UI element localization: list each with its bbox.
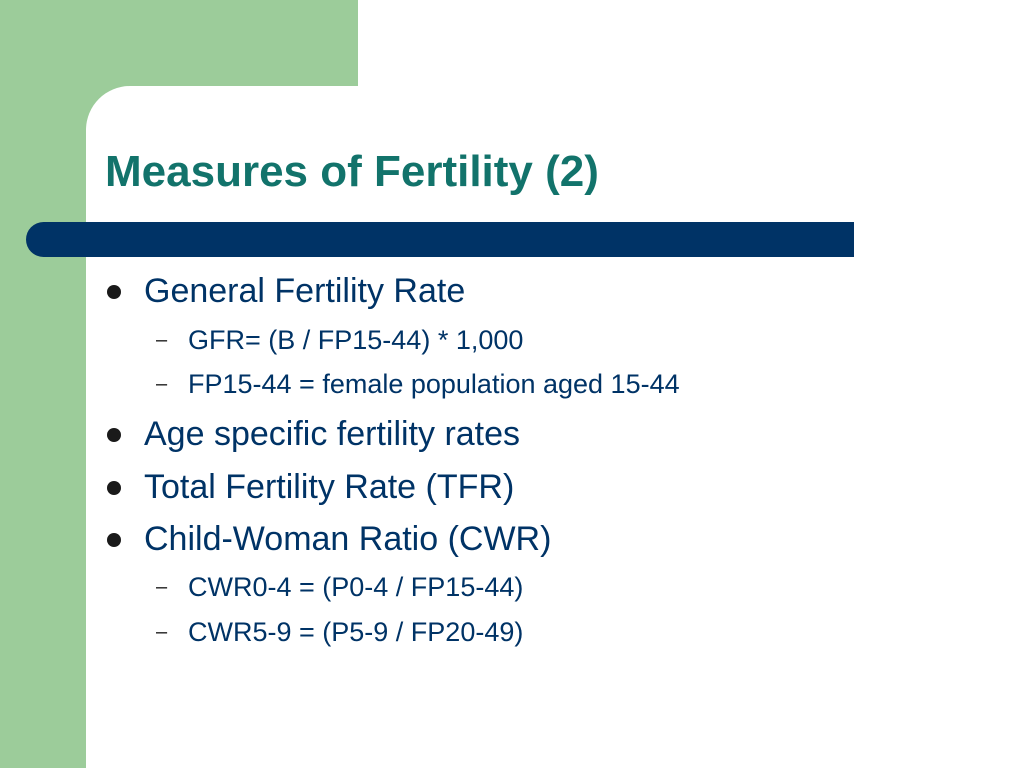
bullet-dot-icon <box>107 481 121 495</box>
title-rule-bar <box>26 222 854 257</box>
bullet-dot-icon <box>107 285 121 299</box>
bullet-dot-icon <box>107 428 121 442</box>
dash-icon: – <box>156 576 168 598</box>
bullet-dot-icon <box>107 533 121 547</box>
sub-bullet-item: – GFR= (B / FP15-44) * 1,000 <box>156 324 524 356</box>
sub-bullet-item: – CWR0-4 = (P0-4 / FP15-44) <box>156 571 524 603</box>
bullet-text: Total Fertility Rate (TFR) <box>144 468 515 506</box>
bullet-text: Child-Woman Ratio (CWR) <box>144 520 552 558</box>
bullet-text: Age specific fertility rates <box>144 415 521 453</box>
dash-icon: – <box>156 329 168 351</box>
top-green-block <box>0 0 358 86</box>
bullet-text: General Fertility Rate <box>144 272 466 310</box>
sub-bullet-text: CWR0-4 = (P0-4 / FP15-44) <box>188 572 524 602</box>
sub-bullet-text: FP15-44 = female population aged 15-44 <box>188 369 680 399</box>
bullet-item: General Fertility Rate <box>107 271 466 311</box>
bullet-item: Child-Woman Ratio (CWR) <box>107 519 552 559</box>
bullet-item: Age specific fertility rates <box>107 414 521 454</box>
sub-bullet-text: GFR= (B / FP15-44) * 1,000 <box>188 325 524 355</box>
left-green-band <box>0 0 86 768</box>
dash-icon: – <box>156 373 168 395</box>
sub-bullet-item: – FP15-44 = female population aged 15-44 <box>156 368 680 400</box>
sub-bullet-item: – CWR5-9 = (P5-9 / FP20-49) <box>156 616 524 648</box>
sub-bullet-text: CWR5-9 = (P5-9 / FP20-49) <box>188 617 524 647</box>
dash-icon: – <box>156 621 168 643</box>
bullet-item: Total Fertility Rate (TFR) <box>107 467 515 507</box>
slide-title: Measures of Fertility (2) <box>105 147 599 196</box>
